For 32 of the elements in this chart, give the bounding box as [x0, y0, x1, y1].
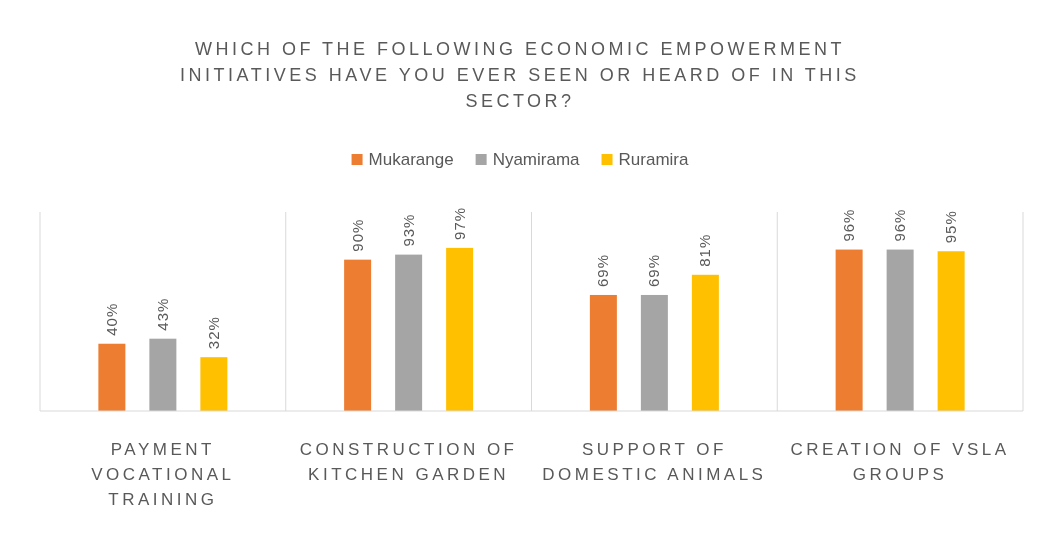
legend-label: Nyamirama: [492, 150, 581, 169]
bar: [200, 357, 228, 411]
data-label: 69%: [645, 253, 663, 287]
x-tick-label: PAYMENT VOCATIONAL TRAINING: [91, 440, 235, 509]
data-label: 96%: [891, 208, 909, 242]
bar: [149, 338, 177, 411]
bar: [395, 254, 423, 411]
chart-title: WHICH OF THE FOLLOWING ECONOMIC EMPOWERMENT INITIATIVES HAVE YOU EVER SEEN OR HEARD OF IN THIS SECTOR?: [180, 39, 860, 111]
data-label: 96%: [840, 208, 858, 242]
data-label: 95%: [942, 210, 960, 244]
data-label: 69%: [594, 253, 612, 287]
bar: [691, 274, 719, 411]
x-tick-label: CONSTRUCTION OF KITCHEN GARDEN: [299, 440, 518, 484]
x-tick-label: CREATION OF VSLA GROUPS: [790, 440, 1010, 484]
bar: [98, 343, 126, 411]
legend-label: Mukarange: [368, 150, 454, 169]
bar: [937, 251, 965, 411]
bar: [446, 247, 474, 411]
legend-label: Ruramira: [618, 150, 689, 169]
bar: [886, 249, 914, 411]
data-label: 81%: [696, 233, 714, 267]
data-label: 93%: [399, 213, 417, 247]
data-label: 97%: [450, 206, 468, 240]
data-label: 90%: [348, 218, 366, 252]
data-label: 32%: [204, 316, 222, 350]
bar: [835, 249, 863, 411]
data-label: 43%: [153, 297, 171, 331]
bar: [640, 294, 668, 411]
bar: [589, 294, 617, 411]
bar: [344, 259, 372, 411]
data-label: 40%: [102, 302, 120, 336]
x-tick-label: SUPPORT OF DOMESTIC ANIMALS: [542, 440, 767, 484]
